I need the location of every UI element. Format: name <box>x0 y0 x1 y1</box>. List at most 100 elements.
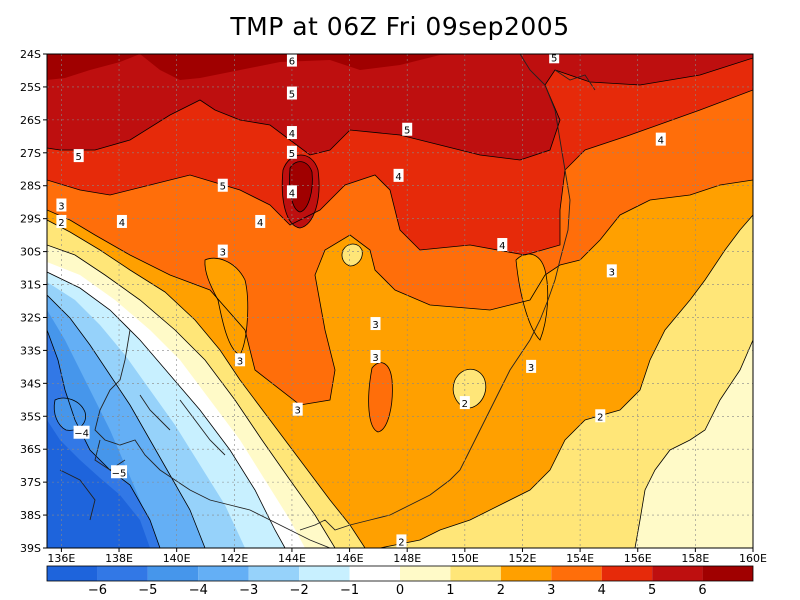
y-tick-label: 35S <box>20 410 41 423</box>
contour-label: 4 <box>119 218 125 229</box>
colorbar-label: 1 <box>446 583 454 598</box>
contour-label-bg <box>459 396 470 410</box>
x-tick-label: 142E <box>220 552 248 565</box>
contour-label: −4 <box>74 429 89 440</box>
contour-label: 6 <box>289 57 295 68</box>
colorbar-swatch <box>702 566 753 581</box>
contour-label: 3 <box>372 320 378 331</box>
y-tick-label: 26S <box>20 114 41 127</box>
colorbar-swatch <box>652 566 703 581</box>
y-tick-label: 37S <box>20 476 41 489</box>
y-tick-label: 29S <box>20 213 41 226</box>
contour-label-bg <box>235 353 246 367</box>
colorbar-swatch <box>248 566 300 581</box>
contour-label-bg <box>497 238 508 252</box>
colorbar-swatch <box>299 566 350 581</box>
colorbar-swatch <box>500 566 552 581</box>
contour-label-bg <box>217 244 228 258</box>
contour-label: 5 <box>76 152 82 163</box>
colorbar-swatch <box>601 566 653 581</box>
colorbar-label: 3 <box>547 583 555 598</box>
x-tick-label: 146E <box>336 552 364 565</box>
contour-label: 2 <box>58 218 64 229</box>
y-tick-label: 36S <box>20 443 41 456</box>
contour-label-bg <box>286 86 297 100</box>
y-tick-label: 31S <box>20 279 41 292</box>
contour-label-bg <box>217 178 228 192</box>
contour-label: 4 <box>289 129 295 140</box>
y-axis-ticks: 24S 25S 26S 27S 28S 29S 30S 31S 32S 33S 34S 35S 36S 3… <box>20 48 47 555</box>
contour-label: 2 <box>398 537 404 548</box>
contour-label: 3 <box>295 406 301 417</box>
x-tick-label: 136E <box>47 552 75 565</box>
contour-label-bg <box>370 317 381 331</box>
contour-label-bg <box>286 145 297 159</box>
contour-label: 3 <box>372 353 378 364</box>
colorbar-swatch <box>147 566 199 581</box>
contour-label-bg <box>396 534 407 548</box>
y-tick-label: 27S <box>20 147 41 160</box>
x-tick-label: 150E <box>451 552 479 565</box>
contour-label-bg <box>56 214 67 228</box>
y-tick-label: 25S <box>20 81 41 94</box>
contour-label-bg <box>595 409 606 423</box>
contour-label: 2 <box>597 412 603 423</box>
contour-label: 4 <box>395 172 401 183</box>
contour-label: 3 <box>609 267 615 278</box>
y-tick-label: 39S <box>20 542 41 555</box>
contour-label-bg <box>655 132 666 146</box>
coastline <box>59 54 596 548</box>
contour-label-bg <box>393 168 404 182</box>
contour-label: 2 <box>462 399 468 410</box>
y-tick-label: 30S <box>20 246 41 259</box>
x-tick-label: 140E <box>163 552 191 565</box>
y-tick-label: 38S <box>20 509 41 522</box>
colorbar: −6 −5 −4 −3 −2 −1 0 1 2 3 4 5 6 <box>46 565 754 598</box>
colorbar-label: −2 <box>290 583 309 598</box>
map-frame <box>46 53 754 549</box>
colorbar-swatch <box>400 566 451 581</box>
y-tick-label: 32S <box>20 311 41 324</box>
y-tick-label: 28S <box>20 180 41 193</box>
contour-label: 4 <box>499 241 505 252</box>
colorbar-label: 5 <box>648 583 656 598</box>
colorbar-swatch <box>198 566 249 581</box>
x-tick-label: 160E <box>739 552 767 565</box>
colorbar-swatch <box>551 566 602 581</box>
colorbar-label: 6 <box>698 583 706 598</box>
y-tick-label: 34S <box>20 377 41 390</box>
contour-label-bg <box>73 425 90 439</box>
x-tick-label: 154E <box>566 552 594 565</box>
contour-label-bg <box>606 264 617 278</box>
contour-label-bg <box>370 349 381 363</box>
contour-labels: 6 5 4 5 5 5 5 4 4 3 2 4 4 3 4 3 4 5 3 3 3 3 3 2 2 −4 −5 2 <box>56 50 666 548</box>
contour-label: 5 <box>289 90 295 101</box>
x-axis-ticks: 136E 138E 140E 142E 144E 146E 148E 150E 152E 154E… <box>47 548 767 565</box>
contour-label: −5 <box>112 468 127 479</box>
colorbar-label: −1 <box>340 583 359 598</box>
contour-label: 4 <box>289 188 295 199</box>
colorbar-label: 0 <box>396 583 404 598</box>
contour-label: 3 <box>528 363 534 374</box>
x-tick-label: 152E <box>508 552 536 565</box>
contour-label-bg <box>286 185 297 199</box>
contour-label-bg <box>526 359 537 373</box>
colorbar-swatch <box>47 566 98 581</box>
contour-label-bg <box>255 214 266 228</box>
contour-label: 3 <box>220 248 226 259</box>
contour-label: 3 <box>58 201 64 212</box>
colorbar-frame <box>46 565 754 582</box>
contour-label: 5 <box>220 182 226 193</box>
contour-label: 5 <box>404 126 410 137</box>
colorbar-label: −5 <box>138 583 157 598</box>
colorbar-label: 4 <box>598 583 606 598</box>
contour-label: 4 <box>658 136 664 147</box>
chart-title: TMP at 06Z Fri 09sep2005 <box>230 12 570 41</box>
colorbar-swatch <box>450 566 501 581</box>
x-tick-label: 138E <box>105 552 133 565</box>
contour-label-bg <box>56 198 67 212</box>
contour-label: 5 <box>289 149 295 160</box>
contour-label-bg <box>116 214 127 228</box>
contour-label-bg <box>292 402 303 416</box>
